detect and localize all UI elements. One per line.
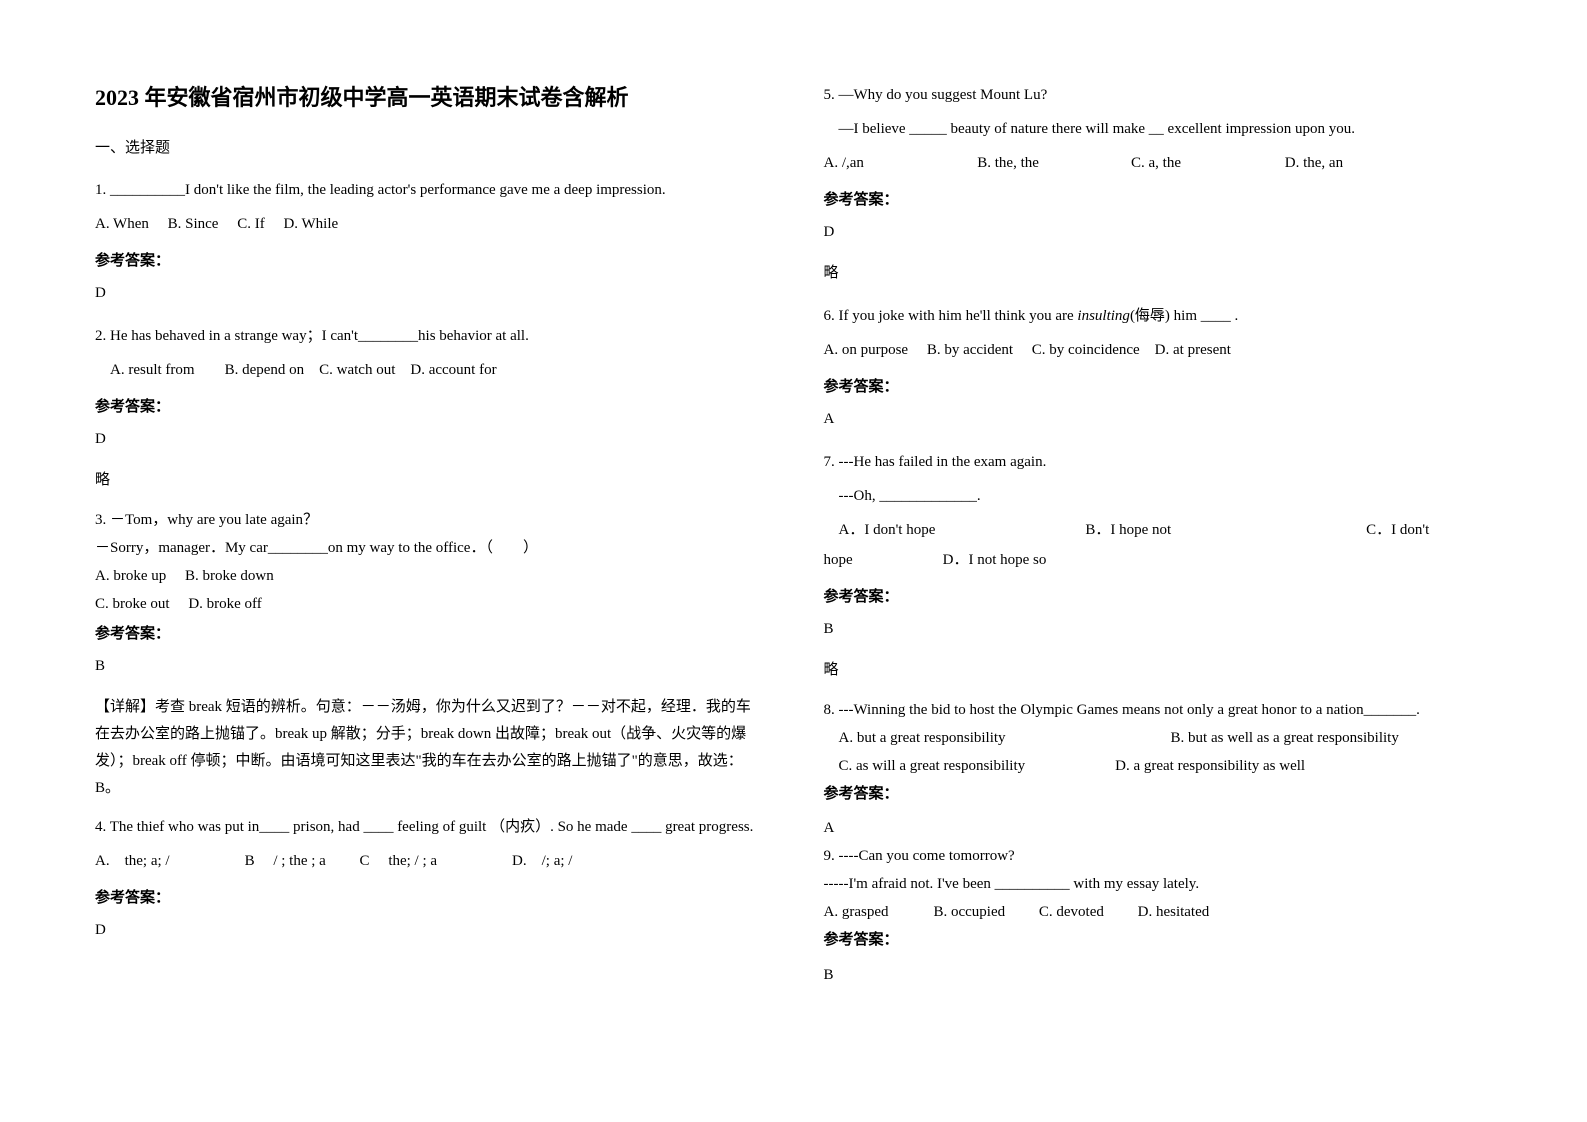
q4-answer-label: 参考答案： [95, 886, 764, 907]
q5-opt-c: C. a, the [1131, 148, 1281, 178]
q3-answer-label: 参考答案： [95, 622, 764, 643]
q5-omitted: 略 [824, 260, 1493, 287]
q9-answer-label: 参考答案： [824, 928, 1493, 952]
q3-explanation: 【详解】考查 break 短语的辨析。句意：－－汤姆，你为什么又迟到了？－－对不… [95, 694, 764, 802]
q2-stem: 2. He has behaved in a strange way；I can… [95, 321, 764, 351]
left-column: 2023 年安徽省宿州市初级中学高一英语期末试卷含解析 一、选择题 1. ___… [95, 80, 764, 1082]
q6-options: A. on purpose B. by accident C. by coinc… [824, 335, 1493, 365]
q7-omitted: 略 [824, 657, 1493, 684]
q1-answer-label: 参考答案： [95, 249, 764, 270]
q7-options: A．I don't hope B．I hope not C．I don't ho… [824, 515, 1493, 575]
q4-answer: D [95, 917, 764, 944]
q1-stem: 1. __________I don't like the film, the … [95, 175, 764, 205]
q9-options: A. grasped B. occupied C. devoted D. hes… [824, 900, 1493, 924]
page-title: 2023 年安徽省宿州市初级中学高一英语期末试卷含解析 [95, 80, 764, 112]
q3-stem-1: 3. －Tom，why are you late again？ [95, 508, 764, 532]
q8-options-2: C. as will a great responsibility D. a g… [824, 754, 1493, 778]
q5-options: A. /,an B. the, the C. a, the D. the, an [824, 148, 1493, 178]
q8-answer: A [824, 816, 1493, 840]
q5-answer: D [824, 219, 1493, 246]
q7-answer: B [824, 616, 1493, 643]
q1-options: A. When B. Since C. If D. While [95, 209, 764, 239]
q5-opt-b: B. the, the [977, 148, 1127, 178]
q9-stem-1: 9. ----Can you come tomorrow? [824, 844, 1493, 868]
q1-answer: D [95, 280, 764, 307]
q3-stem-2: －Sorry，manager．My car________on my way t… [95, 536, 764, 560]
q2-answer: D [95, 426, 764, 453]
q8-options-1: A. but a great responsibility B. but as … [824, 726, 1493, 750]
q8-stem: 8. ---Winning the bid to host the Olympi… [824, 698, 1493, 722]
q7-stem-1: 7. ---He has failed in the exam again. [824, 447, 1493, 477]
q8-answer-label: 参考答案： [824, 782, 1493, 806]
q5-answer-label: 参考答案： [824, 188, 1493, 209]
q3-options-1: A. broke up B. broke down [95, 564, 764, 588]
q5-stem-2: —I believe _____ beauty of nature there … [824, 114, 1493, 144]
q6-answer-label: 参考答案： [824, 375, 1493, 396]
q4-stem: 4. The thief who was put in____ prison, … [95, 812, 764, 842]
q6-stem: 6. If you joke with him he'll think you … [824, 301, 1493, 331]
q5-opt-a: A. /,an [824, 148, 974, 178]
q2-options: A. result from B. depend on C. watch out… [95, 355, 764, 385]
q7-stem-2: ---Oh, _____________. [824, 481, 1493, 511]
page-columns: 2023 年安徽省宿州市初级中学高一英语期末试卷含解析 一、选择题 1. ___… [95, 80, 1492, 1082]
q2-answer-label: 参考答案： [95, 395, 764, 416]
q3-answer: B [95, 653, 764, 680]
section-heading: 一、选择题 [95, 136, 764, 157]
q6-stem-text: 6. If you joke with him he'll think you … [824, 308, 1239, 324]
right-column: 5. —Why do you suggest Mount Lu? —I beli… [824, 80, 1493, 1082]
q3-options-2: C. broke out D. broke off [95, 592, 764, 616]
q9-stem-2: -----I'm afraid not. I've been _________… [824, 872, 1493, 896]
q4-options: A. the; a; / B / ; the ; a C the; / ; a … [95, 846, 764, 876]
q5-opt-d: D. the, an [1285, 148, 1435, 178]
q5-stem-1: 5. —Why do you suggest Mount Lu? [824, 80, 1493, 110]
q2-omitted: 略 [95, 467, 764, 494]
q7-answer-label: 参考答案： [824, 585, 1493, 606]
q9-answer: B [824, 962, 1493, 989]
q6-answer: A [824, 406, 1493, 433]
